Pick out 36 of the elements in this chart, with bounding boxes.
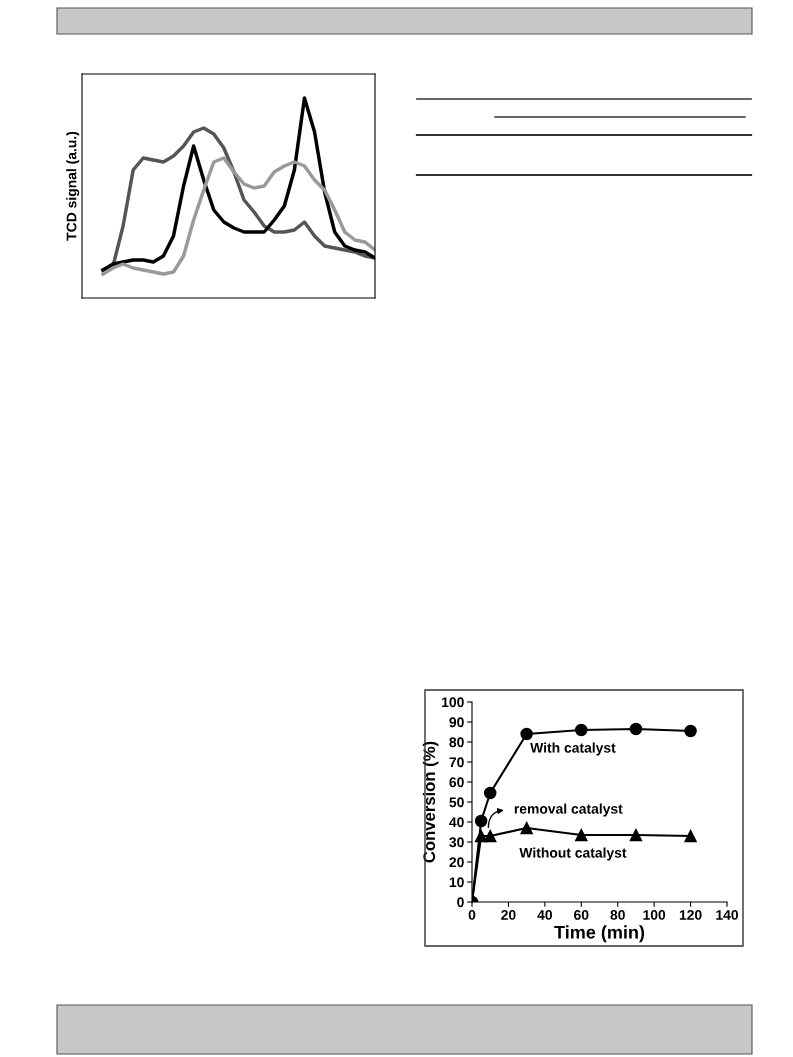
point xyxy=(483,786,497,800)
y-axis-title: TCD signal (a.u.) xyxy=(66,131,80,241)
point xyxy=(629,828,643,842)
x-tick-label: 60 xyxy=(574,910,589,920)
series-label: Without catalyst xyxy=(519,847,627,861)
y-tick-label: 30 xyxy=(449,837,464,848)
y-tick-label: 60 xyxy=(449,777,464,788)
point xyxy=(684,829,697,843)
annotation: removal catalyst xyxy=(514,803,623,817)
y-tick-label: 40 xyxy=(449,817,464,828)
y-tick-label: 50 xyxy=(449,797,464,808)
y-tick-label: 0 xyxy=(457,897,464,908)
x-tick-label: 140 xyxy=(716,910,739,920)
point xyxy=(575,828,588,842)
x-tick-label: 20 xyxy=(501,910,516,920)
point xyxy=(684,724,697,738)
x-tick-label: 40 xyxy=(537,910,553,920)
x-tick-label: 80 xyxy=(610,910,625,920)
point xyxy=(483,829,497,843)
y-tick-label: 70 xyxy=(449,757,464,768)
point xyxy=(520,727,533,741)
y-tick-label: 80 xyxy=(449,737,464,748)
y-tick-label: 20 xyxy=(449,857,464,868)
point xyxy=(474,814,488,828)
x-tick-label: 120 xyxy=(679,910,702,920)
y-tick-label: 100 xyxy=(442,697,464,708)
y-axis-title: Conversion (%) xyxy=(422,741,439,863)
point xyxy=(520,821,533,835)
x-tick-label: 0 xyxy=(468,910,476,920)
series-label: With catalyst xyxy=(530,742,616,756)
x-axis-title: Time (min) xyxy=(554,925,645,943)
x-tick-label: 100 xyxy=(643,910,666,920)
point xyxy=(575,723,588,737)
y-tick-label: 90 xyxy=(449,717,464,728)
y-tick-label: 10 xyxy=(449,877,464,888)
point xyxy=(629,722,643,736)
